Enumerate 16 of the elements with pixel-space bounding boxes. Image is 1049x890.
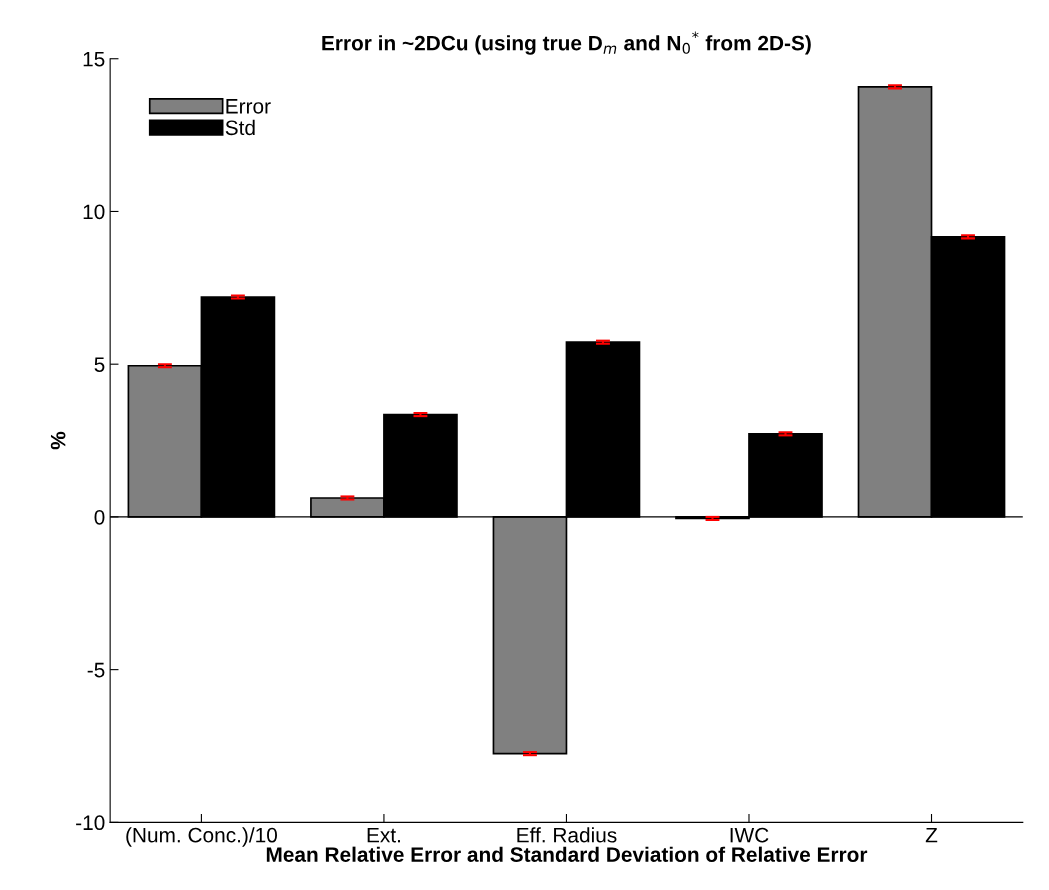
y-tick-label: 15 bbox=[83, 51, 105, 67]
x-tick-label: Z bbox=[925, 827, 938, 843]
legend-label: Std bbox=[225, 119, 255, 136]
y-tick-label: 10 bbox=[83, 204, 105, 220]
y-tick-label: 5 bbox=[94, 357, 105, 372]
x-tick-label: Eff. Radius bbox=[517, 827, 617, 843]
y-axis-title: % bbox=[50, 431, 66, 450]
x-axis-title: Mean Relative Error and Standard Deviation of Relative Error bbox=[266, 846, 868, 862]
x-tick-label: IWC bbox=[730, 827, 769, 843]
legend-label: Error bbox=[226, 99, 271, 114]
chart-title: Error in ~2DCu (using true D$_{m}$ and N$_{0}$$^{*}$ from 2D-S) bbox=[322, 31, 811, 55]
y-tick-label: 0 bbox=[94, 509, 105, 525]
y-tick-label: -10 bbox=[76, 815, 105, 831]
x-tick-label: Ext. bbox=[367, 827, 400, 843]
y-tick-label: -5 bbox=[87, 662, 105, 678]
x-tick-label: (Num. Conc.)/10 bbox=[126, 827, 278, 847]
